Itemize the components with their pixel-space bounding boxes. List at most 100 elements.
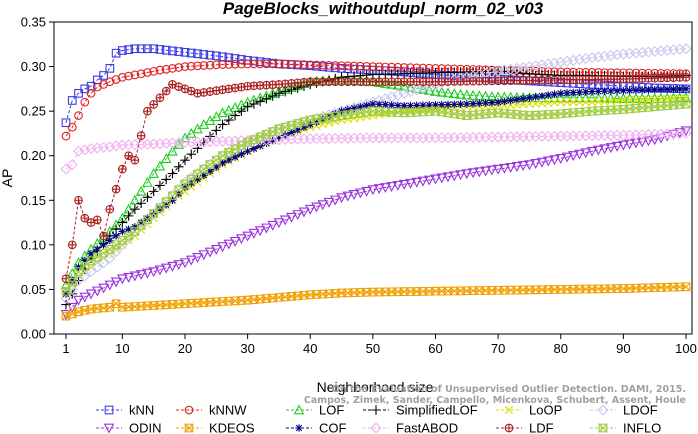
data-point-cof	[444, 100, 452, 109]
data-point-simplifiedlof	[186, 149, 197, 160]
data-point-knnw	[80, 97, 90, 107]
data-point-odin	[574, 149, 585, 160]
data-point-odin	[248, 228, 260, 239]
data-point-cof	[607, 87, 615, 95]
data-point-knn	[118, 46, 127, 55]
data-point-knnw	[249, 59, 259, 69]
data-point-loop	[637, 95, 647, 105]
data-point-odin	[91, 286, 103, 297]
data-point-odin	[417, 176, 429, 187]
data-point-cof	[675, 85, 684, 93]
data-point-knn	[67, 96, 77, 105]
data-point-simplifiedlof	[242, 101, 253, 112]
data-point-odin	[373, 184, 385, 195]
data-point-loop	[569, 98, 578, 107]
legend-item-lof: LOF	[286, 403, 344, 418]
data-point-ldf	[99, 231, 108, 241]
data-point-knnw	[118, 72, 127, 82]
legend-item-knn: kNN	[96, 403, 154, 418]
legend-marker-cof	[295, 424, 303, 432]
data-point-odin	[555, 154, 567, 164]
data-point-knn	[237, 55, 246, 64]
data-point-loop	[644, 95, 653, 104]
data-point-knnw	[143, 68, 152, 77]
data-point-ldof	[398, 87, 410, 99]
data-point-cof	[569, 88, 578, 97]
data-point-inflo	[680, 99, 692, 109]
data-point-cof	[293, 126, 302, 134]
data-point-cof	[80, 256, 89, 265]
data-point-odin	[273, 218, 285, 229]
data-point-cof	[375, 100, 383, 109]
chart-title: PageBlocks_withoutdupl_norm_02_v03	[223, 0, 544, 18]
data-point-cof	[550, 90, 559, 99]
data-point-odin	[142, 268, 153, 279]
data-point-cof	[181, 183, 189, 191]
data-point-cof	[588, 87, 596, 96]
data-point-cof	[600, 87, 609, 95]
legend: kNN kNNW LOF SimplifiedLOF LoOP LDOF ODIN KDEOS…	[96, 403, 661, 434]
data-point-ldf	[155, 93, 165, 103]
data-point-ldof	[523, 60, 536, 73]
data-point-cof	[118, 227, 127, 236]
x-tick-label: 60	[428, 341, 442, 356]
data-point-fastabod	[680, 127, 692, 140]
data-point-cof	[488, 98, 496, 107]
legend-marker-knnw	[184, 405, 194, 415]
data-point-ldf	[130, 155, 140, 165]
data-point-loop	[556, 98, 565, 107]
data-point-cof	[412, 101, 421, 110]
legend-item-inflo: INFLO	[590, 421, 661, 434]
data-point-knnw	[299, 60, 309, 69]
y-tick-label: 0.10	[21, 237, 46, 252]
data-point-odin	[536, 157, 548, 168]
data-point-cof	[106, 236, 114, 245]
data-point-simplifiedlof	[217, 119, 228, 130]
data-point-cof	[312, 118, 321, 126]
data-point-cof	[475, 99, 484, 108]
data-point-odin	[511, 162, 523, 172]
data-point-knn	[174, 47, 184, 56]
series-line-cof	[65, 88, 687, 295]
data-point-fastabod	[110, 140, 122, 152]
data-point-loop	[518, 100, 528, 109]
data-point-cof	[406, 101, 415, 110]
data-point-simplifiedlof	[61, 299, 71, 310]
data-point-lof	[423, 84, 435, 95]
data-point-lof	[455, 88, 466, 99]
data-point-knnw	[237, 59, 246, 69]
y-tick-label: 0.05	[21, 282, 46, 297]
data-point-loop	[612, 96, 622, 105]
data-point-knnw	[312, 60, 321, 70]
legend-item-simplifiedlof: SimplifiedLOF	[363, 403, 478, 418]
x-axis-label: Neighborhood size	[317, 379, 434, 395]
data-point-odin	[348, 190, 360, 200]
legend-item-cof: COF	[286, 421, 347, 434]
data-point-odin	[98, 283, 109, 294]
data-point-knnw	[349, 61, 359, 71]
data-point-odin	[254, 226, 266, 237]
x-tick-label: 10	[115, 341, 129, 356]
data-point-cof	[663, 85, 672, 94]
data-point-simplifiedlof	[180, 155, 190, 165]
data-point-knn	[61, 118, 71, 128]
data-point-ldof	[417, 82, 429, 94]
data-point-knnw	[168, 64, 177, 73]
data-point-knn	[180, 47, 190, 57]
data-point-ldof	[680, 43, 692, 55]
data-point-knnw	[287, 59, 296, 69]
data-point-odin	[455, 170, 466, 181]
data-point-odin	[242, 231, 253, 242]
data-point-cof	[469, 99, 477, 108]
data-point-odin	[461, 169, 473, 180]
data-point-cof	[632, 86, 640, 95]
data-point-cof	[456, 100, 465, 108]
legend-item-knnw: kNNW	[176, 403, 247, 418]
data-point-knnw	[324, 60, 334, 70]
data-point-cof	[494, 98, 502, 107]
data-point-cof	[531, 93, 540, 101]
data-point-odin	[261, 223, 272, 234]
x-tick-label: 40	[303, 341, 317, 356]
data-point-knnw	[111, 75, 121, 84]
data-point-cof	[168, 196, 177, 205]
